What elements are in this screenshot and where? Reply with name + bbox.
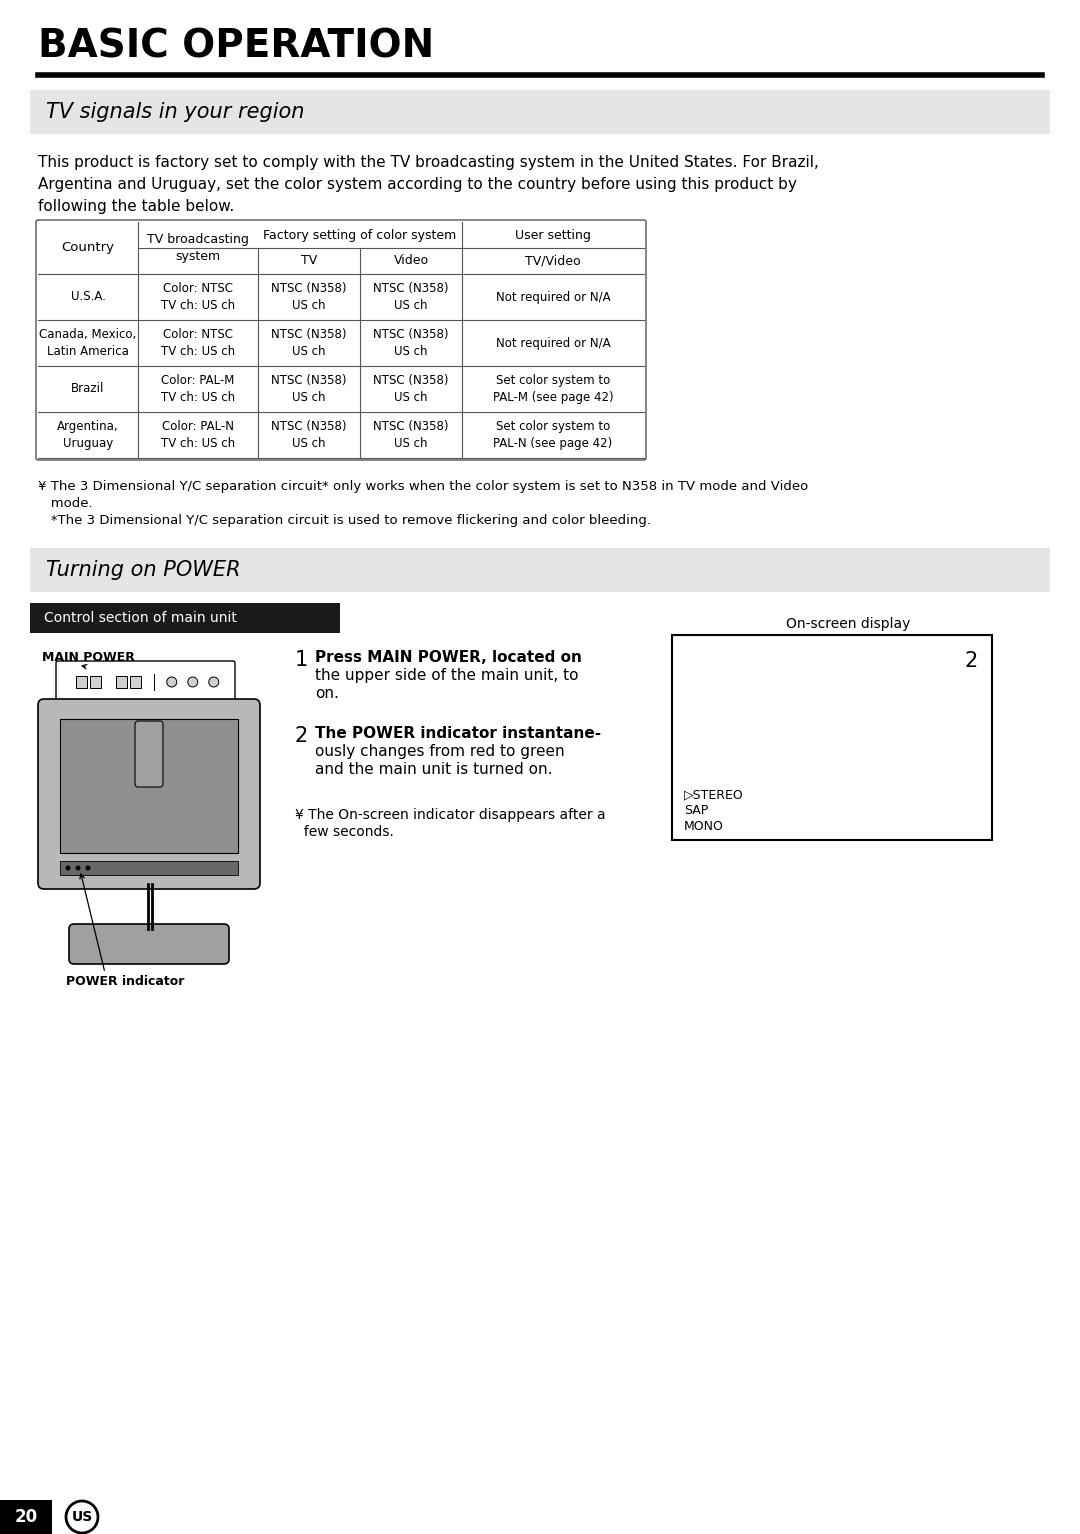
Text: and the main unit is turned on.: and the main unit is turned on.	[315, 762, 553, 778]
Text: Not required or N/A: Not required or N/A	[496, 336, 610, 350]
Text: the upper side of the main unit, to: the upper side of the main unit, to	[315, 667, 579, 683]
Text: NTSC (N358)
US ch: NTSC (N358) US ch	[271, 374, 347, 403]
Bar	[90, 676, 102, 689]
Bar	[30, 548, 1050, 592]
Bar	[0, 1500, 52, 1534]
Text: mode.: mode.	[38, 497, 93, 509]
FancyBboxPatch shape	[38, 700, 260, 890]
Text: The POWER indicator instantane-: The POWER indicator instantane-	[315, 726, 602, 741]
Bar	[60, 719, 238, 853]
Text: TV/Video: TV/Video	[525, 255, 581, 267]
Text: On-screen display: On-screen display	[786, 617, 910, 630]
Text: TV signals in your region: TV signals in your region	[46, 101, 305, 123]
Bar	[30, 91, 1050, 133]
FancyArrowPatch shape	[80, 874, 105, 971]
Bar	[60, 861, 238, 874]
Text: Country: Country	[62, 241, 114, 255]
Text: ▷STEREO: ▷STEREO	[684, 788, 744, 801]
Text: few seconds.: few seconds.	[295, 825, 394, 839]
Text: Argentina and Uruguay, set the color system according to the country before usin: Argentina and Uruguay, set the color sys…	[38, 176, 797, 192]
Text: Color: PAL-N
TV ch: US ch: Color: PAL-N TV ch: US ch	[161, 420, 235, 449]
FancyArrowPatch shape	[82, 664, 86, 669]
Bar	[130, 676, 141, 689]
Text: Set color system to
PAL-N (see page 42): Set color system to PAL-N (see page 42)	[494, 420, 612, 449]
Text: Not required or N/A: Not required or N/A	[496, 290, 610, 304]
Text: Canada, Mexico,
Latin America: Canada, Mexico, Latin America	[39, 328, 137, 357]
Text: User setting: User setting	[515, 229, 591, 241]
Text: MAIN POWER: MAIN POWER	[41, 650, 134, 664]
Text: NTSC (N358)
US ch: NTSC (N358) US ch	[271, 328, 347, 357]
Text: Turning on POWER: Turning on POWER	[46, 560, 241, 580]
Text: 2: 2	[964, 650, 978, 670]
Circle shape	[76, 865, 81, 870]
Text: POWER indicator: POWER indicator	[66, 976, 185, 988]
Text: NTSC (N358)
US ch: NTSC (N358) US ch	[374, 374, 449, 403]
Text: SAP: SAP	[684, 804, 708, 818]
Text: Press MAIN POWER, located on: Press MAIN POWER, located on	[315, 650, 582, 666]
Text: NTSC (N358)
US ch: NTSC (N358) US ch	[271, 282, 347, 311]
Text: following the table below.: following the table below.	[38, 199, 234, 215]
FancyBboxPatch shape	[135, 721, 163, 787]
FancyBboxPatch shape	[56, 661, 235, 703]
Text: This product is factory set to comply with the TV broadcasting system in the Uni: This product is factory set to comply wi…	[38, 155, 819, 170]
Text: ¥ The On-screen indicator disappears after a: ¥ The On-screen indicator disappears aft…	[295, 808, 606, 822]
Text: Video: Video	[393, 255, 429, 267]
Text: Control section of main unit: Control section of main unit	[44, 611, 237, 624]
Text: NTSC (N358)
US ch: NTSC (N358) US ch	[374, 282, 449, 311]
Text: on.: on.	[315, 686, 339, 701]
Text: Color: PAL-M
TV ch: US ch: Color: PAL-M TV ch: US ch	[161, 374, 235, 403]
FancyBboxPatch shape	[36, 219, 646, 460]
Text: Argentina,
Uruguay: Argentina, Uruguay	[57, 420, 119, 449]
Text: NTSC (N358)
US ch: NTSC (N358) US ch	[271, 420, 347, 449]
Circle shape	[166, 676, 177, 687]
Text: US: US	[71, 1509, 93, 1523]
Bar	[76, 676, 87, 689]
Text: Set color system to
PAL-M (see page 42): Set color system to PAL-M (see page 42)	[492, 374, 613, 403]
Text: ously changes from red to green: ously changes from red to green	[315, 744, 565, 759]
Text: BASIC OPERATION: BASIC OPERATION	[38, 28, 434, 66]
Bar	[672, 635, 993, 841]
FancyBboxPatch shape	[69, 923, 229, 963]
Text: Color: NTSC
TV ch: US ch: Color: NTSC TV ch: US ch	[161, 282, 235, 311]
Text: NTSC (N358)
US ch: NTSC (N358) US ch	[374, 328, 449, 357]
Circle shape	[66, 865, 70, 870]
Text: TV broadcasting
system: TV broadcasting system	[147, 233, 248, 262]
Bar	[30, 603, 340, 634]
Text: *The 3 Dimensional Y/C separation circuit is used to remove flickering and color: *The 3 Dimensional Y/C separation circui…	[38, 514, 651, 528]
Text: 20: 20	[14, 1508, 38, 1526]
Text: Color: NTSC
TV ch: US ch: Color: NTSC TV ch: US ch	[161, 328, 235, 357]
Text: NTSC (N358)
US ch: NTSC (N358) US ch	[374, 420, 449, 449]
Circle shape	[208, 676, 219, 687]
Bar	[116, 676, 127, 689]
Text: 2: 2	[295, 726, 308, 746]
Text: TV: TV	[301, 255, 318, 267]
Circle shape	[66, 1500, 98, 1532]
Circle shape	[188, 676, 198, 687]
Text: U.S.A.: U.S.A.	[70, 290, 106, 304]
Text: Brazil: Brazil	[71, 382, 105, 396]
Text: ¥ The 3 Dimensional Y/C separation circuit* only works when the color system is : ¥ The 3 Dimensional Y/C separation circu…	[38, 480, 808, 492]
Text: 1: 1	[295, 650, 308, 670]
Text: Factory setting of color system: Factory setting of color system	[264, 229, 457, 241]
Text: MONO: MONO	[684, 821, 724, 833]
Circle shape	[85, 865, 91, 870]
